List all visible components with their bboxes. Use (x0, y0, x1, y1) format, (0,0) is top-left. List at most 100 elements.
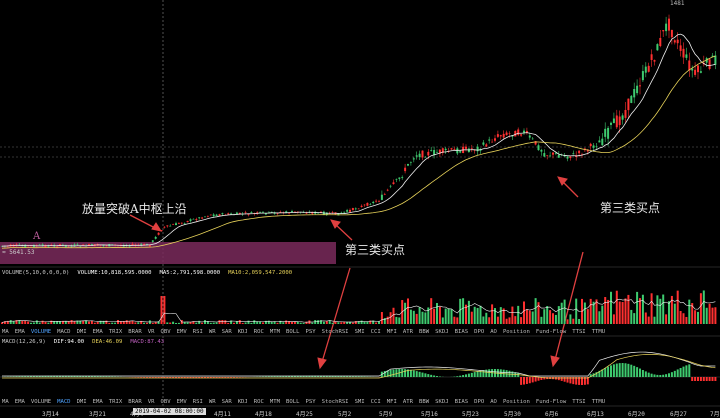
indicator-tab-ttmu[interactable]: TTMU (591, 328, 606, 335)
macd-bar (531, 377, 534, 383)
indicator-tab-fund-flow[interactable]: Fund-Flow (535, 398, 567, 405)
indicator-tab-boll[interactable]: BOLL (286, 398, 300, 405)
macd-bar (302, 375, 305, 377)
indicator-tab-wr[interactable]: WR (208, 328, 216, 335)
volume-bar (607, 299, 610, 324)
indicator-tab-psy[interactable]: PSY (305, 328, 316, 335)
indicator-tab-ema[interactable]: EMA (14, 398, 25, 405)
indicator-tab-cci[interactable]: CCI (370, 328, 381, 335)
volume-bar (349, 322, 351, 324)
indicator-tab-wr[interactable]: WR (208, 398, 216, 405)
indicator-tab-psy[interactable]: PSY (305, 398, 316, 405)
volume-bar (531, 311, 534, 324)
indicator-tab-ma[interactable]: MA (2, 398, 9, 405)
indicator-tab-trix[interactable]: TRIX (108, 398, 123, 405)
indicator-tab-kdj[interactable]: KDJ (237, 398, 248, 405)
volume-bar (668, 301, 670, 324)
indicator-tab-ma[interactable]: MA (2, 328, 9, 335)
macd-bar (218, 377, 221, 378)
indicator-tab-roc[interactable]: ROC (253, 328, 264, 335)
indicator-tab-skdj[interactable]: SKDJ (435, 328, 449, 335)
indicator-tab-volume[interactable]: VOLUME (30, 398, 52, 405)
macd-bar (293, 375, 296, 377)
candle-body (259, 211, 262, 213)
indicator-tab-stochrsi[interactable]: StochRSI (321, 328, 349, 335)
indicator-tab-mfi[interactable]: MFI (386, 398, 397, 405)
indicator-tab-ema[interactable]: EMA (92, 398, 103, 405)
indicator-tab-bias[interactable]: BIAS (454, 398, 469, 405)
indicator-tab-ema[interactable]: EMA (92, 328, 103, 335)
candle-body (418, 153, 421, 158)
indicator-tab-fund-flow[interactable]: Fund-Flow (535, 328, 567, 335)
indicator-tab-mtm[interactable]: MTM (269, 398, 281, 405)
indicator-tab-boll[interactable]: BOLL (286, 328, 300, 335)
indicator-tab-brar[interactable]: BRAR (128, 398, 142, 405)
indicator-tab-kdj[interactable]: KDJ (237, 328, 248, 335)
volume-bar (595, 299, 598, 324)
indicator-tab-mtm[interactable]: MTM (269, 328, 281, 335)
indicator-tab-obv[interactable]: OBV (160, 398, 171, 405)
indicator-tab-trix[interactable]: TRIX (108, 328, 123, 335)
volume-bar (117, 320, 119, 324)
indicator-tab-ao[interactable]: AO (490, 328, 497, 335)
indicator-tab-rsi[interactable]: RSI (192, 328, 203, 335)
indicator-tab-sar[interactable]: SAR (221, 328, 232, 335)
indicator-tab-mfi[interactable]: MFI (386, 328, 397, 335)
macd-bar (659, 374, 662, 377)
indicator-tab-smi[interactable]: SMI (354, 328, 365, 335)
indicator-tab-ao[interactable]: AO (490, 398, 497, 405)
indicator-tab-obv[interactable]: OBV (160, 328, 171, 335)
indicator-tab-vr[interactable]: VR (147, 328, 155, 335)
indicator-tab-skdj[interactable]: SKDJ (435, 398, 449, 405)
volume-bar (589, 298, 592, 324)
candle-body (543, 153, 546, 157)
candle-body (56, 246, 59, 248)
indicator-tab-brar[interactable]: BRAR (128, 328, 142, 335)
volume-bar (270, 321, 273, 324)
macd-bar (598, 370, 601, 377)
candle-body (102, 245, 105, 247)
indicator-tab-emv[interactable]: EMV (176, 398, 187, 405)
volume-bar (154, 322, 157, 324)
volume-bar (688, 299, 691, 324)
indicator-tab-vr[interactable]: VR (147, 398, 155, 405)
indicator-tab-ttsi[interactable]: TTSI (572, 398, 586, 405)
indicator-tab-dpo[interactable]: DPO (474, 328, 485, 335)
candle-body (412, 158, 415, 160)
indicator-tab-bbw[interactable]: BBW (419, 398, 430, 405)
indicator-tab-position[interactable]: Position (502, 398, 530, 405)
candle-body (714, 55, 717, 65)
indicator-tab-smi[interactable]: SMI (354, 398, 365, 405)
indicator-tab-macd[interactable]: MACD (57, 398, 71, 405)
indicator-tab-cci[interactable]: CCI (370, 398, 381, 405)
volume-bar (44, 321, 47, 324)
indicator-tab-emv[interactable]: EMV (176, 328, 187, 335)
macd-bar (70, 375, 73, 377)
volume-bar (444, 308, 447, 324)
indicator-tab-ema[interactable]: EMA (14, 328, 25, 335)
volume-bar (189, 322, 192, 324)
indicator-tab-dmi[interactable]: DMI (76, 328, 87, 335)
indicator-tab-rsi[interactable]: RSI (192, 398, 203, 405)
indicator-tab-dmi[interactable]: DMI (76, 398, 87, 405)
indicator-tab-dpo[interactable]: DPO (474, 398, 485, 405)
indicator-tab-position[interactable]: Position (502, 328, 530, 335)
candle-body (192, 218, 195, 220)
indicator-tab-volume[interactable]: VOLUME (30, 328, 52, 335)
indicator-tab-atr[interactable]: ATR (402, 328, 413, 335)
volume-bar (288, 321, 291, 324)
indicator-tab-ttmu[interactable]: TTMU (591, 398, 606, 405)
indicator-tab-sar[interactable]: SAR (221, 398, 232, 405)
indicator-tab-macd[interactable]: MACD (57, 328, 71, 335)
indicator-tab-roc[interactable]: ROC (253, 398, 264, 405)
indicator-tab-bias[interactable]: BIAS (454, 328, 469, 335)
indicator-tab-atr[interactable]: ATR (402, 398, 413, 405)
volume-bar (1, 322, 3, 324)
macd-bar (639, 368, 641, 377)
macd-bar (346, 376, 349, 377)
volume-bar (343, 321, 346, 324)
indicator-tab-stochrsi[interactable]: StochRSI (321, 398, 349, 405)
indicator-tab-ttsi[interactable]: TTSI (572, 328, 586, 335)
indicator-tab-bbw[interactable]: BBW (419, 328, 430, 335)
